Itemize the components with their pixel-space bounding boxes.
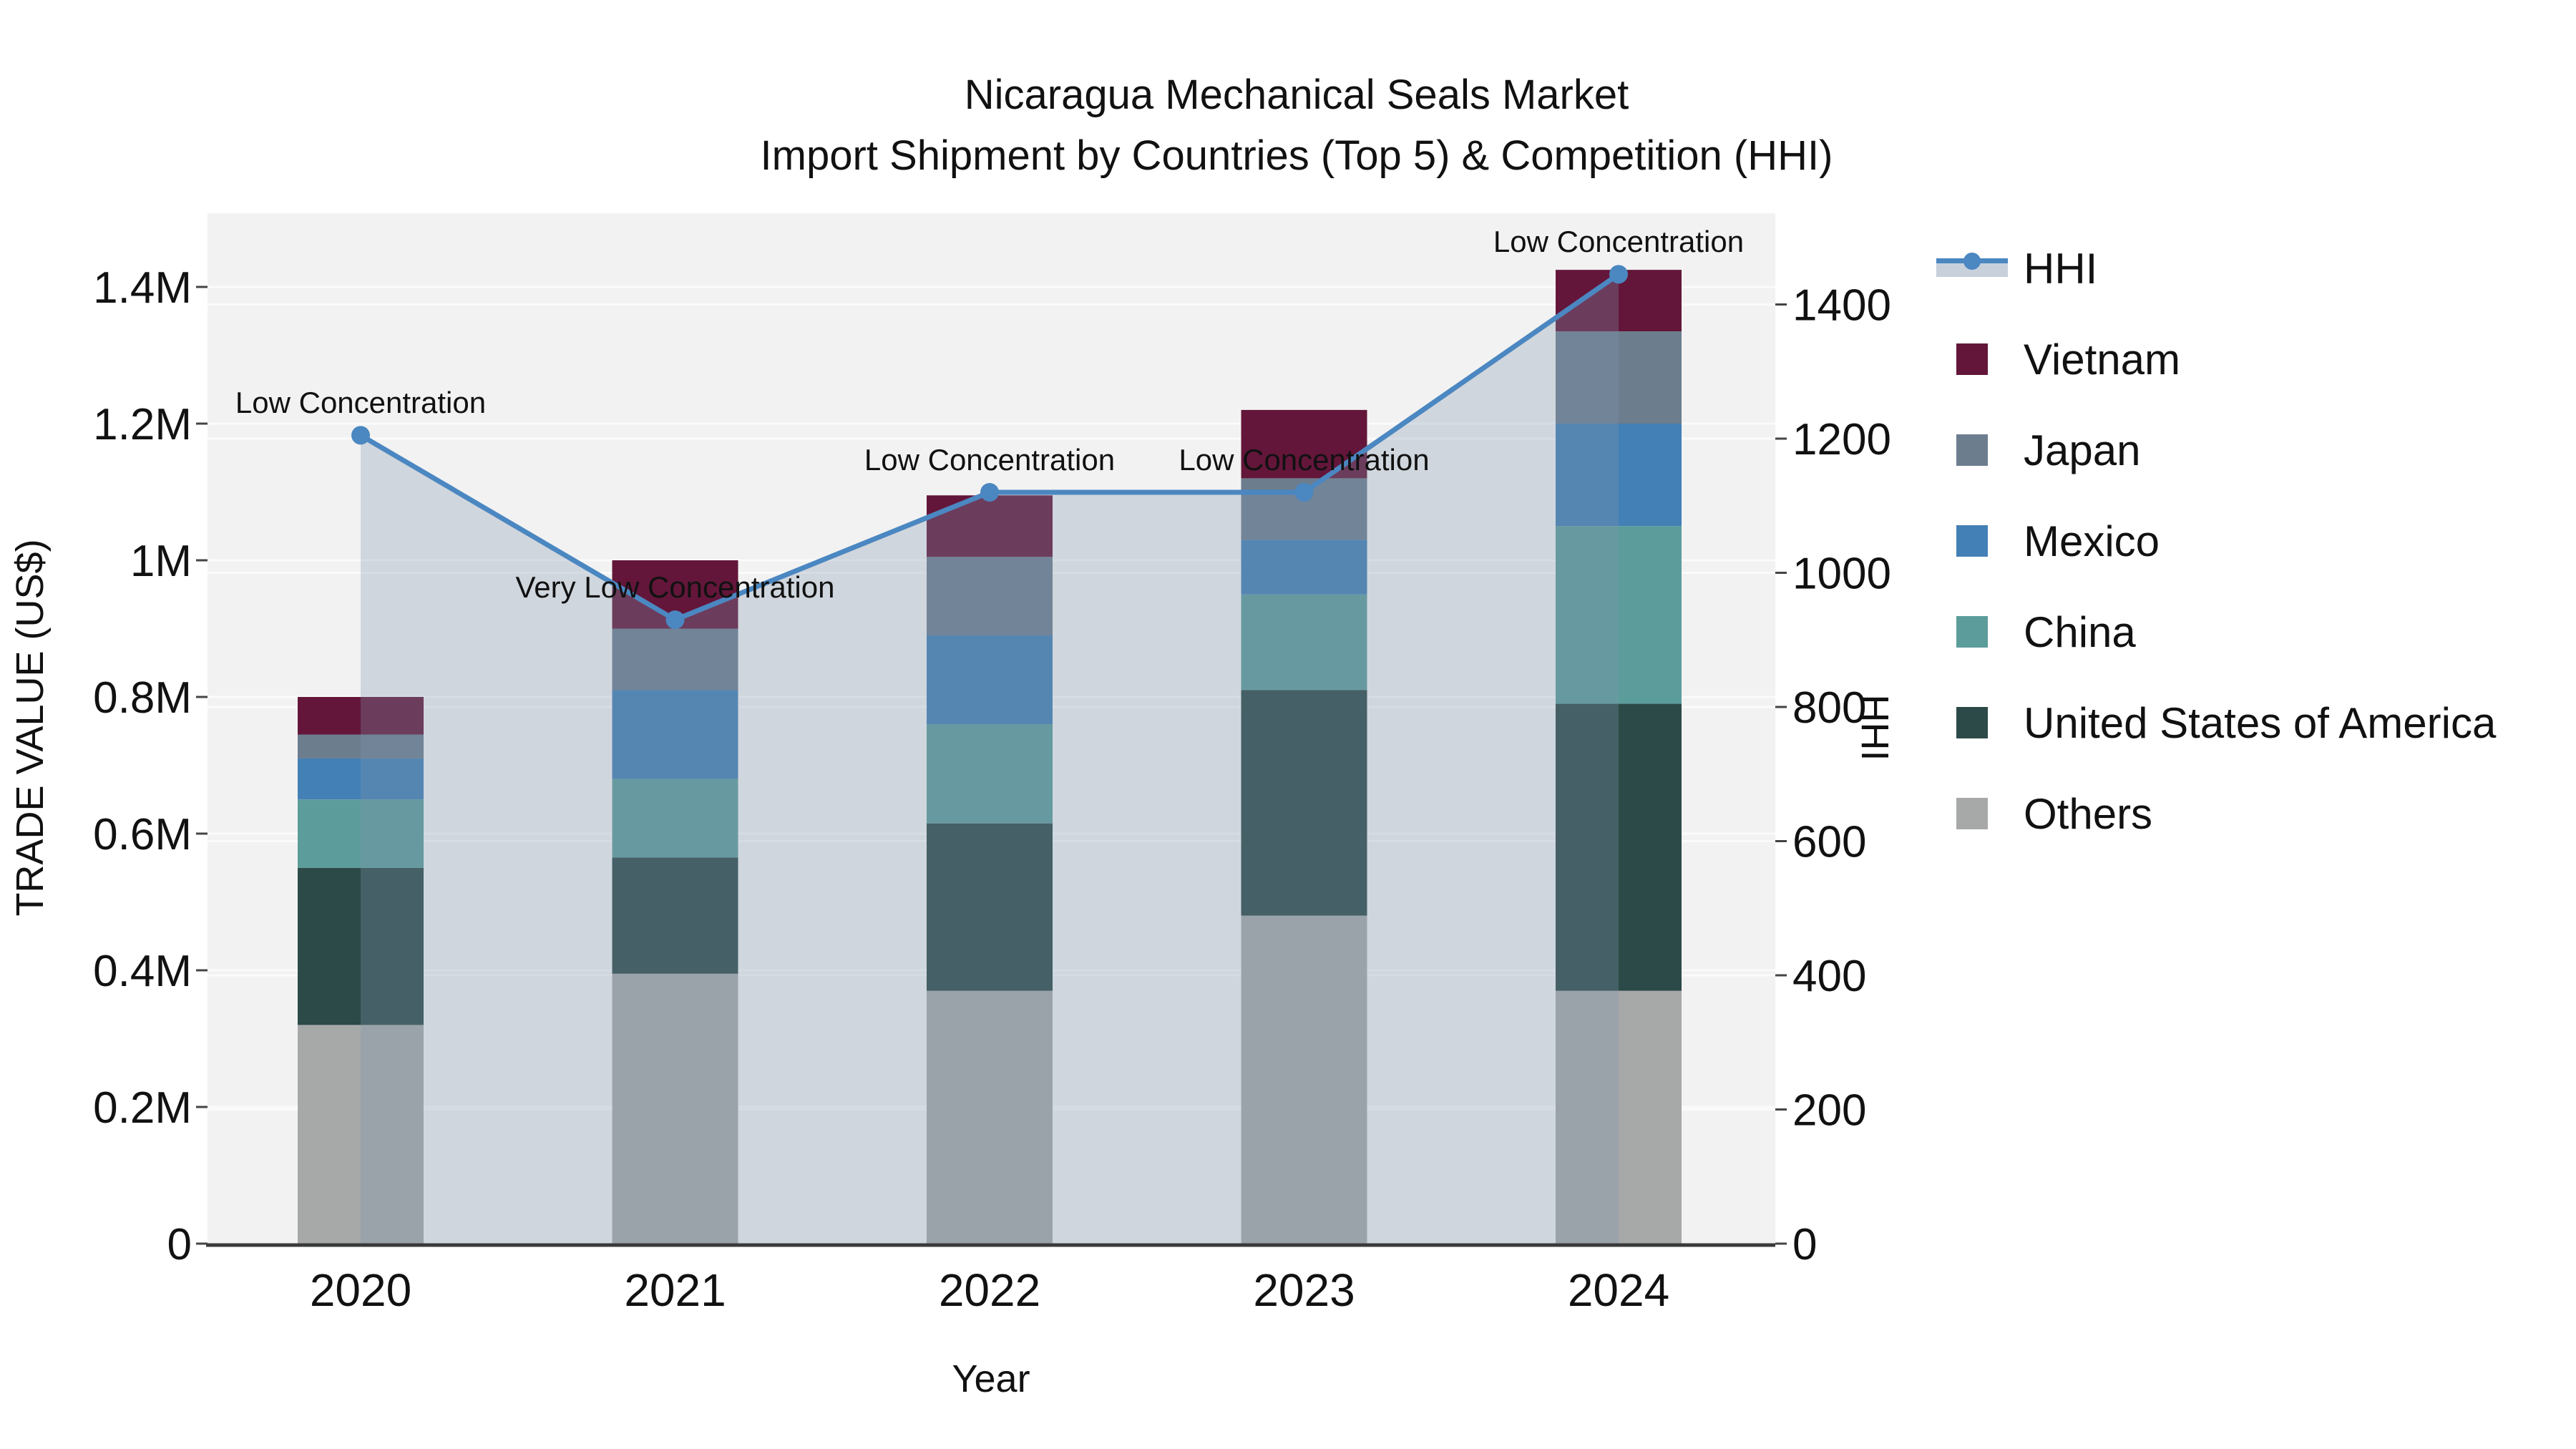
annotation-2022: Low Concentration	[864, 443, 1116, 477]
bar-segment-others-2022	[927, 990, 1053, 1244]
x-tick-label-2024: 2024	[1568, 1264, 1669, 1316]
bar-segment-others-2023	[1241, 915, 1367, 1244]
y-right-tick-label: 600	[1792, 818, 1866, 867]
y-left-tick-label: 0.6M	[93, 810, 192, 859]
bar-segment-others-2020	[298, 1025, 424, 1244]
hhi-marker-2020	[351, 426, 370, 445]
bar-segment-vietnam-2020	[298, 697, 424, 735]
hhi-marker-2021	[665, 610, 685, 630]
y-right-tick-label: 1400	[1792, 281, 1891, 331]
bar-segment-united-states-of-america-2023	[1241, 690, 1367, 916]
bar-segment-japan-2024	[1556, 331, 1682, 424]
bar-segment-united-states-of-america-2022	[927, 823, 1053, 991]
bar-segment-japan-2022	[927, 557, 1053, 636]
bar-segment-mexico-2023	[1241, 540, 1367, 595]
y-left-tick-label: 0	[167, 1220, 192, 1269]
y-left-tick-label: 1.4M	[93, 263, 192, 313]
annotation-2024: Low Concentration	[1493, 225, 1745, 259]
y-right-tick-label: 800	[1792, 683, 1866, 733]
bar-segment-mexico-2024	[1556, 424, 1682, 527]
y-axis-left-label: TRADE VALUE (US$)	[9, 539, 52, 917]
bar-segment-mexico-2022	[927, 635, 1053, 725]
bar-segment-china-2023	[1241, 594, 1367, 691]
y-right-tick-label: 1200	[1792, 415, 1891, 464]
chart-title-line2: Import Shipment by Countries (Top 5) & C…	[760, 132, 1833, 179]
y-left-tick-label: 0.2M	[93, 1083, 192, 1133]
bar-segment-united-states-of-america-2024	[1556, 703, 1682, 991]
x-tick-label-2021: 2021	[624, 1264, 726, 1316]
x-tick-label-2022: 2022	[939, 1264, 1040, 1316]
x-axis-label: Year	[952, 1357, 1030, 1400]
bar-segment-vietnam-2022	[927, 495, 1053, 557]
hhi-marker-2023	[1294, 483, 1314, 502]
bar-segment-japan-2021	[612, 628, 738, 691]
bar-segment-mexico-2021	[612, 690, 738, 779]
y-right-tick-label: 400	[1792, 952, 1866, 1001]
annotation-2021: Very Low Concentration	[515, 570, 835, 605]
y-right-tick-label: 0	[1792, 1220, 1817, 1269]
y-left-tick-label: 0.8M	[93, 673, 192, 723]
bar-segment-china-2020	[298, 799, 424, 868]
hhi-marker-2024	[1609, 265, 1628, 284]
hhi-marker-2022	[980, 483, 999, 502]
bar-segment-united-states-of-america-2020	[298, 867, 424, 1025]
bar-segment-others-2024	[1556, 990, 1682, 1244]
bar-segment-united-states-of-america-2021	[612, 857, 738, 974]
annotation-2023: Low Concentration	[1179, 443, 1430, 477]
y-left-tick-label: 1.2M	[93, 400, 192, 449]
bar-segment-china-2024	[1556, 526, 1682, 704]
chart-title-line1: Nicaragua Mechanical Seals Market	[964, 72, 1629, 118]
bar-segment-others-2021	[612, 973, 738, 1244]
x-tick-label-2023: 2023	[1253, 1264, 1355, 1316]
bar-segment-vietnam-2023	[1241, 409, 1367, 479]
bar-segment-china-2022	[927, 724, 1053, 824]
y-right-tick-label: 200	[1792, 1086, 1866, 1136]
y-axis-right-label: HHI	[1853, 694, 1896, 761]
y-right-tick-label: 1000	[1792, 550, 1891, 599]
bar-segment-mexico-2020	[298, 758, 424, 800]
y-left-tick-label: 1M	[130, 537, 192, 586]
hhi-area-fill	[361, 274, 1619, 1244]
annotation-2020: Low Concentration	[235, 386, 487, 420]
bar-segment-china-2021	[612, 779, 738, 858]
bar-segment-japan-2020	[298, 734, 424, 758]
y-left-tick-label: 0.4M	[93, 947, 192, 996]
x-tick-label-2020: 2020	[310, 1264, 411, 1316]
